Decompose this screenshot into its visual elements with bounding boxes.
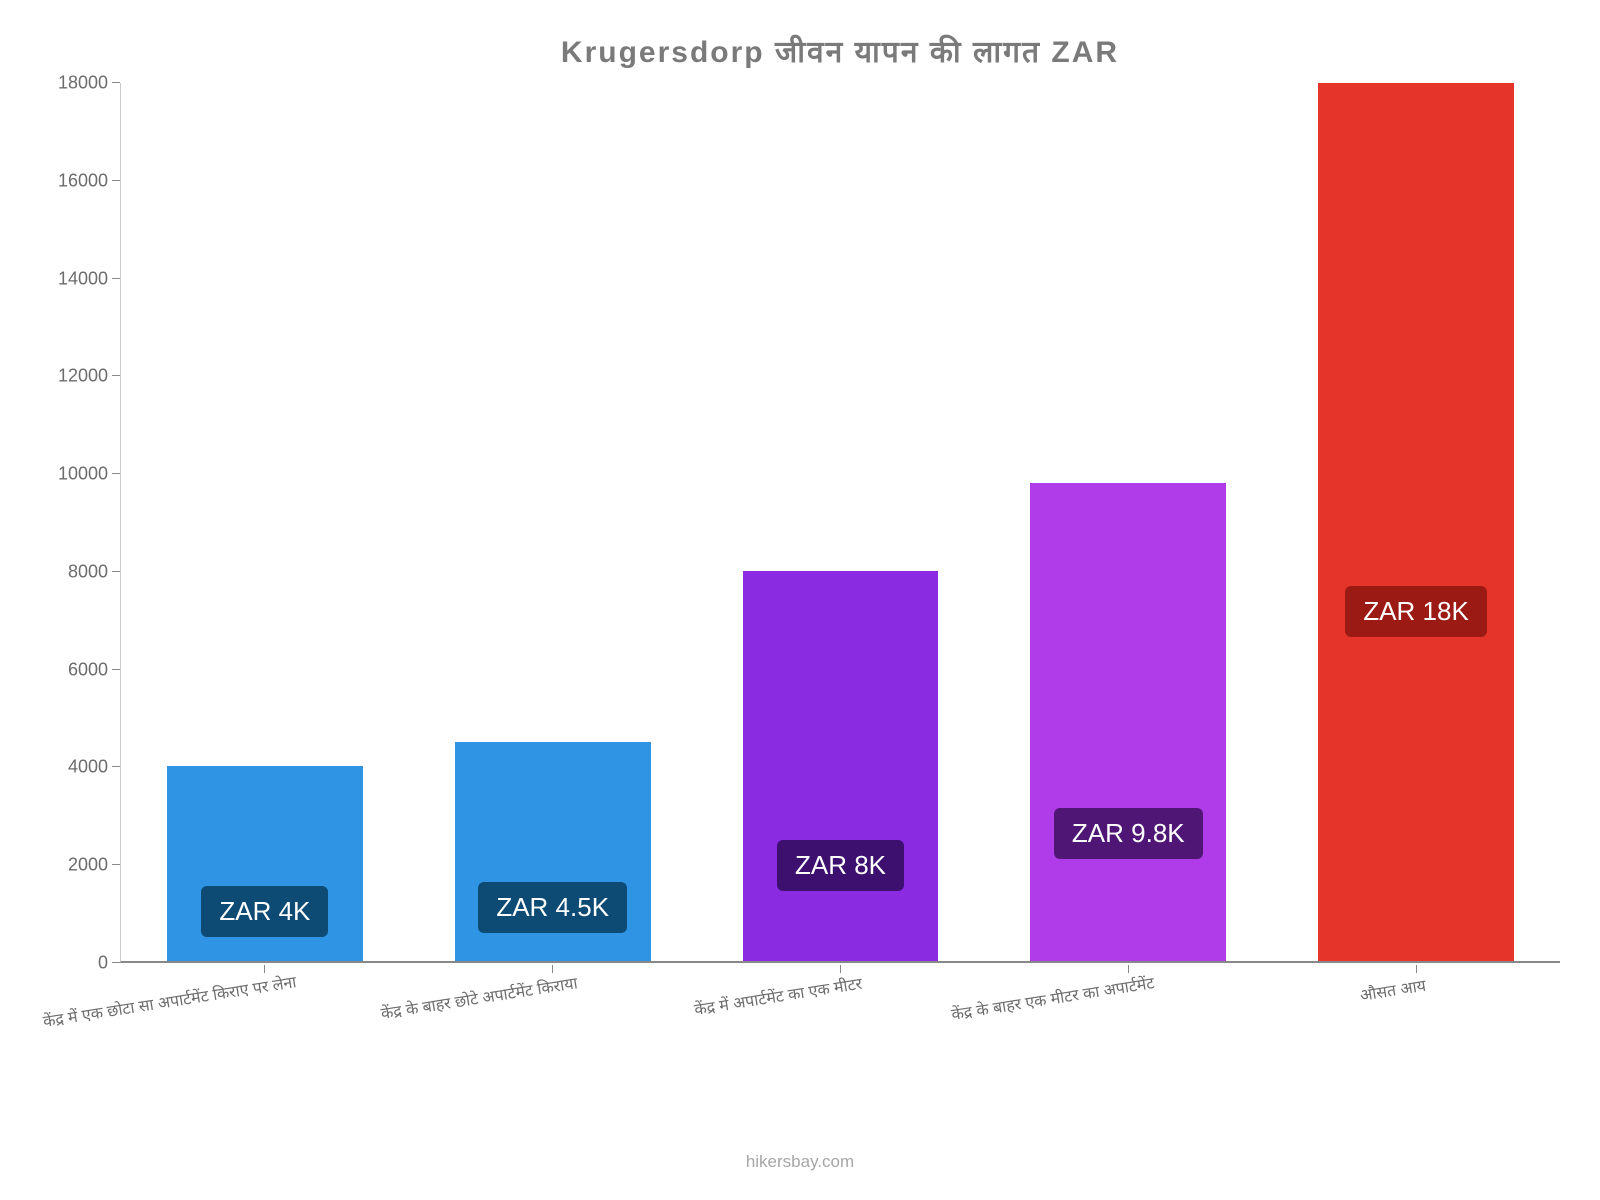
bar-slot: ZAR 4K [121,83,409,961]
bar: ZAR 8K [743,571,939,961]
y-tick-label: 4000 [28,757,108,778]
bar: ZAR 4K [167,766,363,961]
y-tick-label: 10000 [28,464,108,485]
bar-slot: ZAR 9.8K [984,83,1272,961]
x-tick-mark [1128,965,1129,973]
value-badge: ZAR 8K [777,840,904,891]
y-tick-label: 0 [28,953,108,974]
y-tick-mark [112,375,120,376]
bar: ZAR 9.8K [1030,483,1226,961]
y-tick-label: 2000 [28,855,108,876]
x-tick-mark [552,965,553,973]
y-tick-mark [112,962,120,963]
chart-container: Krugersdorp जीवन यापन की लागत ZAR 020004… [0,0,1600,1200]
y-tick-label: 12000 [28,366,108,387]
y-tick-mark [112,278,120,279]
x-tick-label: केंद्र में अपार्टमेंट का एक मीटर [693,972,864,1020]
y-tick-label: 6000 [28,659,108,680]
value-badge: ZAR 18K [1345,586,1487,637]
chart-title: Krugersdorp जीवन यापन की लागत ZAR [120,30,1560,71]
y-axis: 0200040006000800010000120001400016000180… [110,83,120,963]
x-tick-label: केंद्र में एक छोटा सा अपार्टमेंट किराए प… [41,970,297,1032]
y-tick-mark [112,669,120,670]
y-tick-mark [112,864,120,865]
y-tick-mark [112,180,120,181]
y-tick-mark [112,571,120,572]
value-badge: ZAR 4.5K [478,882,627,933]
x-tick-mark [1416,965,1417,973]
attribution-text: hikersbay.com [0,1152,1600,1172]
value-badge: ZAR 9.8K [1054,808,1203,859]
bar: ZAR 4.5K [455,742,651,962]
bar-slot: ZAR 8K [697,83,985,961]
bars-area: ZAR 4K ZAR 4.5K ZAR 8K ZAR 9.8K ZAR 18K [120,83,1560,963]
x-tick-mark [264,965,265,973]
x-tick-mark [840,965,841,973]
y-tick-label: 14000 [28,268,108,289]
x-tick-label: केंद्र के बाहर छोटे अपार्टमेंट किराया [379,971,579,1024]
y-tick-label: 18000 [28,73,108,94]
x-tick-label: औसत आय [1358,974,1427,1006]
y-tick-mark [112,82,120,83]
y-tick-mark [112,766,120,767]
y-tick-label: 16000 [28,170,108,191]
y-tick-mark [112,473,120,474]
y-tick-label: 8000 [28,561,108,582]
bar-slot: ZAR 18K [1272,83,1560,961]
x-tick-label: केंद्र के बाहर एक मीटर का अपार्टमेंट [950,971,1156,1025]
bar-slot: ZAR 4.5K [409,83,697,961]
value-badge: ZAR 4K [201,886,328,937]
bar: ZAR 18K [1318,83,1514,961]
plot-area: 0200040006000800010000120001400016000180… [120,83,1560,963]
